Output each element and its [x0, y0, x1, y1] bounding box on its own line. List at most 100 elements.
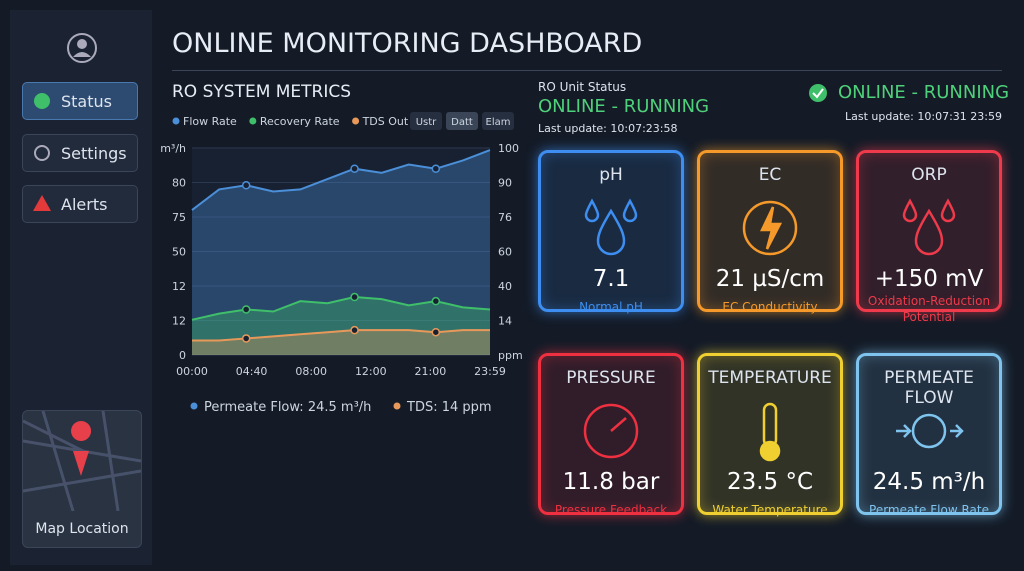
icon: [896, 424, 964, 438]
status-update: Last update: 10:07:23:58: [538, 122, 678, 135]
card-caption: EC Conductivity: [722, 300, 818, 314]
series-marker: [431, 296, 441, 306]
x-tick-label: 08:00: [295, 365, 327, 378]
card-title: ORP: [911, 165, 947, 185]
card-caption: Oxidation-Reduction Potential: [867, 294, 991, 324]
card-caption: Pressure Feedback: [554, 503, 668, 517]
card-value: +150 mV: [874, 266, 984, 292]
x-tick-label: 00:00: [176, 365, 208, 378]
chart-button-label: Elam: [486, 117, 511, 128]
card-caption: Water Temperature: [712, 503, 828, 517]
y2-tick-label: 60: [498, 246, 512, 259]
status-state: ONLINE - RUNNING: [538, 96, 710, 117]
icon: [583, 403, 639, 459]
divider: [172, 70, 1002, 71]
series-line: [191, 296, 491, 321]
y-tick-label: 80: [172, 177, 186, 190]
map-label: Map Location: [35, 521, 129, 537]
series-marker: [350, 325, 359, 335]
status-right-state: ONLINE - RUNNING: [838, 82, 1010, 103]
y-tick-label: m³/h: [160, 142, 186, 155]
chart-button[interactable]: [410, 112, 442, 130]
card-caption: Normal pH: [579, 300, 643, 314]
x-tick-label: 12:00: [355, 365, 387, 378]
card-caption: Permeate Flow Rate: [869, 503, 989, 517]
series-line: [192, 329, 490, 342]
legend-label: TDS Out: [362, 115, 409, 128]
footer-label: Permeate Flow: 24.5 m³/h: [204, 400, 371, 415]
y-tick-label: 12: [172, 280, 186, 293]
legend-dot: [172, 117, 180, 125]
series-area: [192, 330, 490, 355]
card-icon: [896, 413, 964, 449]
icon: [762, 402, 778, 448]
card-value: 24.5 m³/h: [872, 469, 986, 495]
icon: [610, 417, 627, 432]
legend-dot: [352, 117, 360, 125]
title: ONLINE MONITORING DASHBOARD: [172, 28, 643, 59]
legend-label: Recovery Rate: [260, 115, 340, 128]
card-value: 23.5 °C: [726, 469, 814, 495]
card-title: EC: [758, 165, 782, 185]
metric-card[interactable]: PRESSURE 11.8 bar Pressure Feedback: [538, 353, 684, 517]
chart-title: RO SYSTEM METRICS: [172, 82, 351, 102]
chart: RO SYSTEM METRICS Flow Rate Recovery Rate T…: [160, 82, 523, 415]
y2-tick-label: 76: [498, 211, 512, 224]
metric-card[interactable]: PERMEATE FLOW 24.5 m³/h Permeate Flow Rate: [856, 353, 1002, 517]
card-icon: [902, 198, 956, 256]
series-line: [191, 149, 491, 211]
series-marker: [241, 334, 251, 343]
nav-status[interactable]: Status: [22, 82, 138, 120]
series-marker: [241, 181, 251, 190]
footer-dot: [393, 402, 401, 410]
y-tick-label: 50: [172, 246, 186, 259]
chart-button[interactable]: [482, 112, 514, 130]
icon: [759, 440, 781, 462]
icon: [742, 200, 798, 256]
icon: [584, 198, 638, 256]
map: [22, 410, 142, 512]
ok-icon: [809, 84, 827, 102]
card-value: 11.8 bar: [562, 469, 660, 495]
card-value: 7.1: [592, 266, 630, 292]
y2-tick-label: ppm: [498, 349, 523, 362]
x-tick-label: 21:00: [415, 365, 447, 378]
series-marker: [431, 164, 441, 173]
card-icon: [583, 403, 639, 459]
y2-tick-label: 100: [498, 142, 519, 155]
footer-dot: [190, 402, 198, 410]
card-icon: [584, 198, 638, 256]
metric-card[interactable]: EC 21 µS/cm EC Conductivity: [697, 150, 843, 314]
series-marker: [350, 164, 359, 173]
card-title: TEMPERATURE: [708, 368, 832, 388]
icon: [911, 413, 947, 449]
map-card[interactable]: Map Location: [22, 410, 142, 548]
card-icon: [742, 200, 798, 256]
metric-card[interactable]: TEMPERATURE 23.5 °C Water Temperature: [697, 353, 843, 517]
x-tick-label: 04:40: [236, 365, 268, 378]
legend-label: Flow Rate: [183, 115, 237, 128]
chart-button[interactable]: [446, 112, 478, 130]
nav-icons: [33, 93, 51, 211]
nav-settings[interactable]: Settings: [22, 134, 138, 172]
y-tick-label: 12: [172, 315, 186, 328]
footer-label: TDS: 14 ppm: [406, 400, 492, 415]
status-right-update: Last update: 10:07:31 23:59: [845, 110, 1002, 123]
y-tick-label: 0: [179, 349, 186, 362]
card-title: PRESSURE: [566, 368, 656, 388]
status-label: RO Unit Status: [538, 80, 627, 94]
chart-button-label: Ustr: [416, 117, 437, 128]
metric-card[interactable]: pH 7.1 Normal pH: [538, 150, 684, 314]
series-marker: [431, 327, 441, 337]
legend-dot: [249, 117, 257, 125]
series-marker: [241, 305, 251, 314]
icon: [902, 198, 956, 256]
y2-tick-label: 40: [498, 280, 512, 293]
metric-card[interactable]: ORP +150 mV Oxidation-Reduction Potential: [856, 150, 1002, 324]
card-title: pH: [599, 165, 623, 185]
user-icon[interactable]: [66, 32, 98, 64]
card-icon: [759, 402, 781, 462]
icon: [760, 206, 783, 250]
y-tick-label: 75: [172, 211, 186, 224]
